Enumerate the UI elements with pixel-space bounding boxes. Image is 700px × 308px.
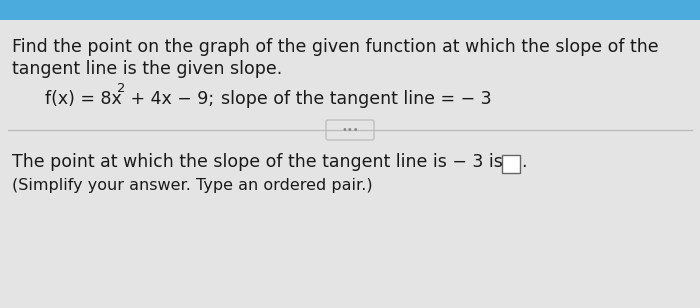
Text: .: . bbox=[521, 153, 526, 171]
Text: tangent line is the given slope.: tangent line is the given slope. bbox=[12, 60, 282, 78]
FancyBboxPatch shape bbox=[0, 0, 700, 20]
Text: Find the point on the graph of the given function at which the slope of the: Find the point on the graph of the given… bbox=[12, 38, 659, 56]
Text: + 4x − 9;: + 4x − 9; bbox=[125, 90, 214, 108]
FancyBboxPatch shape bbox=[326, 120, 374, 140]
Text: f(x) = 8x: f(x) = 8x bbox=[45, 90, 122, 108]
Text: slope of the tangent line = − 3: slope of the tangent line = − 3 bbox=[210, 90, 491, 108]
Text: The point at which the slope of the tangent line is − 3 is: The point at which the slope of the tang… bbox=[12, 153, 508, 171]
Text: 2: 2 bbox=[117, 82, 125, 95]
Text: (Simplify your answer. Type an ordered pair.): (Simplify your answer. Type an ordered p… bbox=[12, 178, 372, 193]
Text: •••: ••• bbox=[341, 125, 359, 135]
FancyBboxPatch shape bbox=[502, 155, 520, 173]
